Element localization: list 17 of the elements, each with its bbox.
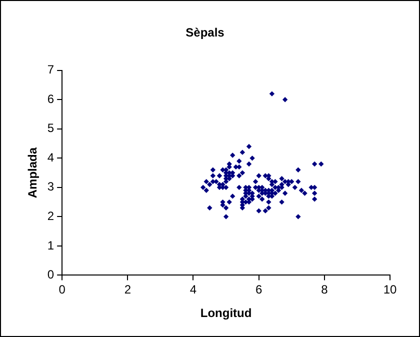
y-tick-label: 0 (47, 268, 54, 282)
x-tick-label: 0 (58, 282, 66, 297)
x-tick-label: 6 (255, 282, 262, 297)
x-tick-label: 2 (124, 282, 132, 297)
y-tick-label: 1 (47, 238, 54, 252)
x-axis-title: Longitud (200, 306, 252, 320)
y-tick-label: 7 (47, 62, 54, 77)
y-axis-title: Amplada (26, 147, 40, 198)
chart-title: Sèpals (186, 26, 225, 40)
y-tick-label: 5 (47, 121, 54, 136)
y-tick-label: 3 (47, 180, 54, 194)
x-tick-label: 10 (383, 282, 397, 297)
y-tick-label: 6 (47, 92, 54, 106)
y-tick-label: 2 (47, 209, 54, 223)
x-tick-label: 4 (190, 282, 197, 297)
y-tick-label: 4 (47, 150, 54, 164)
x-tick-label: 8 (321, 282, 328, 297)
